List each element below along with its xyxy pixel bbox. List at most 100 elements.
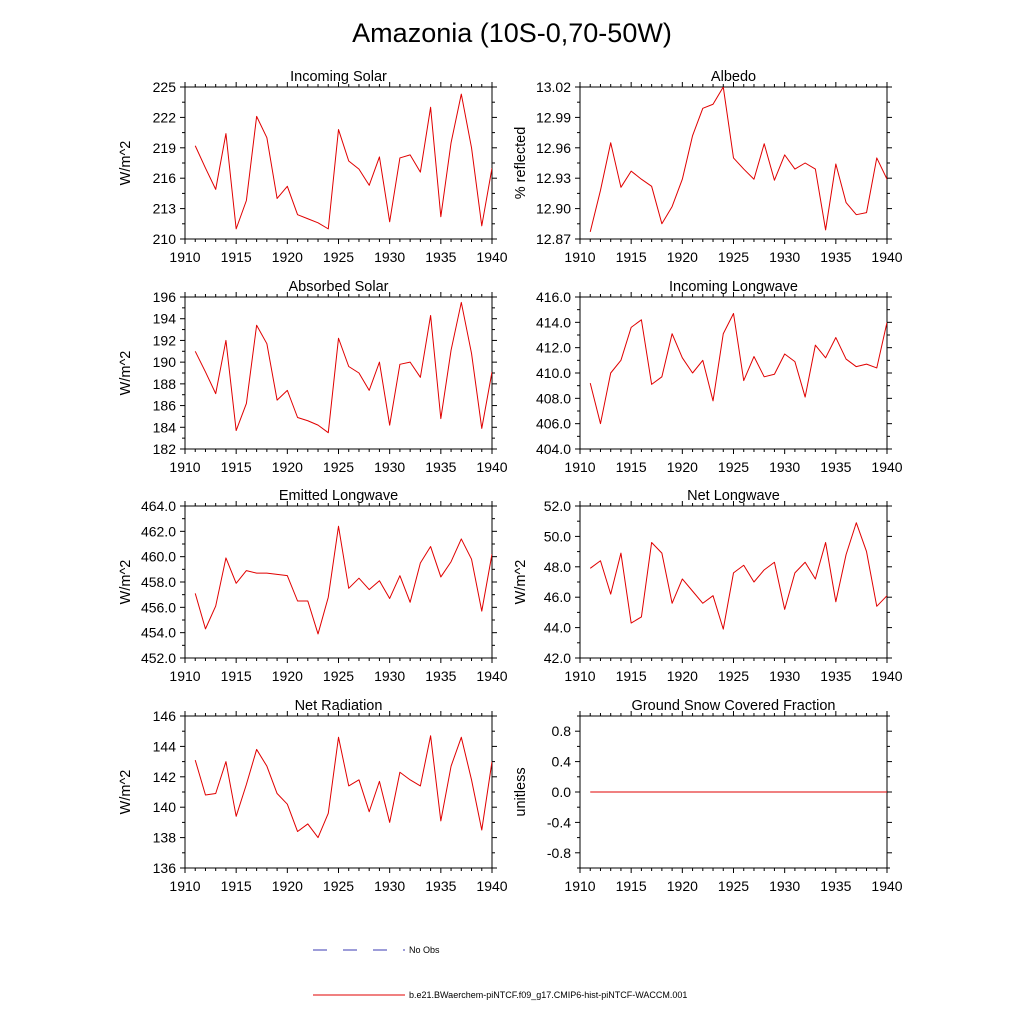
y-tick-label: 219 [153,140,177,156]
x-tick-label: 1925 [323,878,354,894]
y-tick-label: 216 [153,170,177,186]
y-tick-label: 12.99 [536,109,571,125]
panel: Incoming Solar W/m^2 1910 1915 1920 1925 1930 1… [118,69,508,265]
x-tick-label: 1920 [667,249,698,265]
y-tick-label: 12.87 [536,231,571,247]
y-tick-label: 456.0 [141,599,176,615]
plot-frame [184,296,493,450]
y-tick-label: 410.0 [536,365,571,381]
y-axis-label: unitless [513,767,529,816]
legend-label-model: b.e21.BWaerchem-piNTCF.f09_g17.CMIP6-his… [409,990,687,1000]
x-tick-label: 1915 [616,249,647,265]
y-tick-label: 184 [153,419,177,435]
x-tick-label: 1925 [323,249,354,265]
y-tick-label: -0.8 [547,845,571,861]
y-tick-label: 460.0 [141,549,176,565]
x-tick-label: 1935 [820,459,851,475]
x-tick-label: 1920 [667,878,698,894]
x-tick-label: 1915 [221,249,252,265]
y-tick-label: -0.4 [547,814,571,830]
y-tick-label: 52.0 [544,498,571,514]
panel-title: Incoming Solar [290,69,387,85]
x-tick-label: 1925 [718,249,749,265]
x-tick-label: 1940 [871,878,902,894]
panel: Emitted Longwave W/m^2 1910 1915 1920 1925 193… [118,488,508,684]
x-tick-label: 1925 [718,459,749,475]
x-tick-label: 1915 [221,668,252,684]
x-tick-label: 1935 [820,668,851,684]
x-tick-label: 1930 [374,459,405,475]
panel: Net Longwave W/m^2 1910 1915 1920 1925 1930 193… [513,488,903,684]
y-tick-label: 13.02 [536,79,571,95]
x-tick-label: 1940 [476,249,507,265]
x-tick-label: 1925 [718,668,749,684]
panel-title: Albedo [711,69,756,85]
y-tick-label: 142 [153,769,177,785]
x-tick-label: 1910 [564,459,595,475]
panel: Albedo % reflected 1910 1915 1920 1925 1930 193… [513,69,903,265]
x-tick-label: 1910 [564,878,595,894]
panel-title: Absorbed Solar [289,279,389,295]
y-tick-label: 464.0 [141,498,176,514]
x-tick-label: 1935 [820,878,851,894]
x-tick-label: 1910 [169,668,200,684]
y-tick-label: 12.96 [536,140,571,156]
x-tick-label: 1930 [374,668,405,684]
y-tick-label: 0.0 [552,784,572,800]
y-tick-label: 210 [153,231,177,247]
panel: Net Radiation W/m^2 1910 1915 1920 1925 1930 19… [118,698,508,894]
y-tick-label: 0.4 [552,754,572,770]
y-axis-label: W/m^2 [118,770,134,815]
y-tick-label: 182 [153,441,177,457]
x-tick-label: 1935 [820,249,851,265]
y-tick-label: 454.0 [141,625,176,641]
x-tick-label: 1935 [425,668,456,684]
x-tick-label: 1910 [169,878,200,894]
x-tick-label: 1910 [564,668,595,684]
x-tick-label: 1920 [272,668,303,684]
y-tick-label: 46.0 [544,589,571,605]
x-tick-label: 1915 [221,459,252,475]
y-tick-label: 146 [153,708,177,724]
series-line [589,87,887,233]
y-tick-label: 462.0 [141,523,176,539]
x-tick-label: 1920 [667,459,698,475]
figure-title: Amazonia (10S-0,70-50W) [352,18,672,48]
x-tick-label: 1930 [769,668,800,684]
panels-grid: Incoming Solar W/m^2 1910 1915 1920 1925 1930 1… [118,69,903,894]
y-tick-label: 44.0 [544,620,571,636]
plot-frame [579,296,888,450]
y-tick-label: 452.0 [141,650,176,666]
y-tick-label: 213 [153,201,177,217]
x-tick-label: 1915 [616,878,647,894]
y-axis-label: W/m^2 [118,141,134,186]
plot-frame [579,86,888,240]
x-tick-label: 1940 [871,668,902,684]
x-tick-label: 1930 [769,878,800,894]
y-tick-label: 196 [153,289,177,305]
panel-title: Net Radiation [295,698,383,714]
y-tick-label: 194 [153,311,177,327]
y-tick-label: 222 [153,109,177,125]
y-axis-label: W/m^2 [118,560,134,605]
panel-title: Emitted Longwave [279,488,398,504]
panel-title: Ground Snow Covered Fraction [632,698,836,714]
panel-title: Incoming Longwave [669,279,798,295]
x-tick-label: 1930 [374,878,405,894]
legend-label-no-obs: No Obs [409,945,440,955]
y-tick-label: 186 [153,398,177,414]
y-tick-label: 406.0 [536,416,571,432]
x-tick-label: 1925 [323,459,354,475]
x-tick-label: 1910 [169,249,200,265]
x-tick-label: 1940 [476,668,507,684]
panel-title: Net Longwave [687,488,780,504]
x-tick-label: 1935 [425,249,456,265]
x-tick-label: 1940 [871,459,902,475]
panel: Absorbed Solar W/m^2 1910 1915 1920 1925 1930 1… [118,279,508,475]
y-tick-label: 12.90 [536,201,571,217]
x-tick-label: 1935 [425,459,456,475]
series-line [194,735,492,839]
panel: Incoming Longwave 1910 1915 1920 1925 1930 193… [536,279,903,475]
y-tick-label: 192 [153,332,177,348]
